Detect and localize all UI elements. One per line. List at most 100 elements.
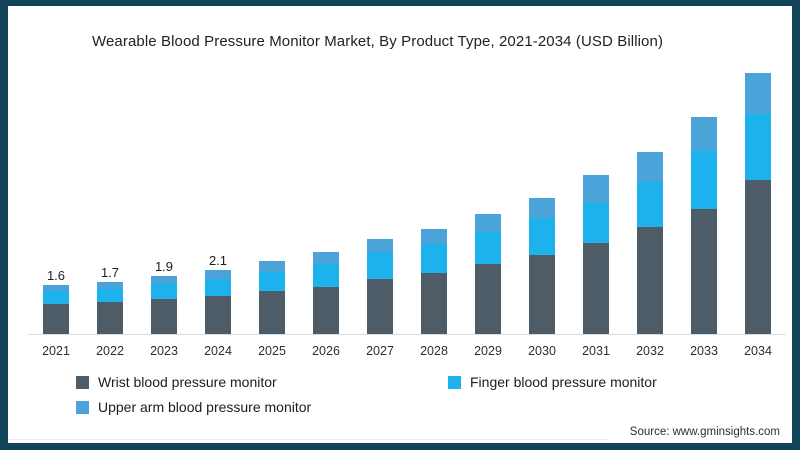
bottom-divider [8, 439, 608, 440]
bar-segment-2027-wrist [367, 279, 393, 334]
bar-stack-2030 [529, 197, 555, 334]
legend-label-wrist: Wrist blood pressure monitor [98, 374, 277, 390]
bar-stack-2034 [745, 73, 771, 334]
bar-stack-2023 [151, 276, 177, 334]
bar-value-label-2022: 1.7 [100, 265, 120, 281]
bar-segment-2024-upper-arm [205, 269, 231, 280]
upper-arm-legend-swatch-icon [76, 400, 89, 414]
x-axis-label-2032: 2032 [636, 344, 664, 358]
chart-title: Wearable Blood Pressure Monitor Market, … [92, 33, 664, 50]
bar-segment-2031-finger [583, 202, 609, 243]
legend-item-finger: Finger blood pressure monitor [448, 374, 657, 390]
x-axis-label-2031: 2031 [582, 344, 610, 358]
bar-segment-2030-finger [529, 218, 555, 255]
bar-segment-2024-wrist [205, 295, 231, 334]
bar-group-2032: 2032 [624, 54, 676, 358]
bar-stack-2031 [583, 175, 609, 334]
x-axis-label-2030: 2030 [528, 344, 556, 358]
bar-segment-2027-finger [367, 251, 393, 280]
bar-segment-2034-upper-arm [745, 73, 771, 115]
bar-group-2028: 2028 [408, 54, 460, 358]
bar-segment-2025-finger [259, 271, 285, 292]
bar-segment-2033-finger [691, 151, 717, 209]
bar-segment-2025-upper-arm [259, 260, 285, 272]
wrist-legend-swatch-icon [76, 375, 89, 389]
legend-label-upper-arm: Upper arm blood pressure monitor [98, 399, 312, 415]
bar-stack-2028 [421, 228, 447, 334]
bar-segment-2029-finger [475, 231, 501, 264]
finger-legend-swatch-icon [448, 375, 461, 389]
bar-segment-2022-finger [97, 288, 123, 302]
x-axis-label-2022: 2022 [96, 344, 124, 358]
bar-stack-2027 [367, 239, 393, 334]
bar-group-2022: 1.7 2022 [84, 54, 136, 358]
bar-segment-2021-finger [43, 291, 69, 304]
bar-segment-2034-wrist [745, 179, 771, 334]
bar-group-2033: 2033 [678, 54, 730, 358]
plot-area: 1.6 2021 1.7 2022 1.9 2023 2.1 2024 2025 2026 2027… [8, 6, 792, 443]
source-text: Source: www.gminsights.com [619, 424, 784, 439]
bar-group-2031: 2031 [570, 54, 622, 358]
bar-segment-2023-upper-arm [151, 276, 177, 285]
bar-segment-2023-wrist [151, 298, 177, 334]
legend-item-upper-arm: Upper arm blood pressure monitor [76, 399, 311, 415]
bar-segment-2021-wrist [43, 303, 69, 334]
bar-segment-2032-finger [637, 181, 663, 228]
x-axis-label-2027: 2027 [366, 344, 394, 358]
bar-segment-2030-upper-arm [529, 197, 555, 219]
x-axis-label-2025: 2025 [258, 344, 286, 358]
bar-segment-2023-finger [151, 284, 177, 299]
bar-segment-2024-finger [205, 279, 231, 296]
bar-stack-2021 [43, 285, 69, 334]
bar-segment-2027-upper-arm [367, 239, 393, 252]
bar-group-2029: 2029 [462, 54, 514, 358]
bar-segment-2026-wrist [313, 286, 339, 334]
bar-group-2030: 2030 [516, 54, 568, 358]
x-axis-label-2026: 2026 [312, 344, 340, 358]
legend-item-wrist: Wrist blood pressure monitor [76, 374, 277, 390]
bar-segment-2022-wrist [97, 301, 123, 334]
bar-stack-2029 [475, 214, 501, 334]
x-axis-label-2021: 2021 [42, 344, 70, 358]
bar-stack-2022 [97, 282, 123, 334]
bar-group-2021: 1.6 2021 [30, 54, 82, 358]
bar-value-label-2021: 1.6 [46, 268, 66, 284]
bar-segment-2032-wrist [637, 227, 663, 334]
bar-stack-2032 [637, 152, 663, 334]
bar-group-2024: 2.1 2024 [192, 54, 244, 358]
x-axis-label-2023: 2023 [150, 344, 178, 358]
bar-value-label-2024: 2.1 [208, 252, 228, 268]
bar-group-2034: 2034 [732, 54, 784, 358]
bar-value-label-2023: 1.9 [154, 259, 174, 275]
bar-segment-2029-wrist [475, 263, 501, 334]
bar-segment-2022-upper-arm [97, 282, 123, 289]
bar-segment-2034-finger [745, 114, 771, 180]
bar-stack-2026 [313, 251, 339, 334]
bar-stack-2025 [259, 260, 285, 334]
bar-segment-2028-finger [421, 244, 447, 273]
bar-segment-2028-wrist [421, 273, 447, 334]
bar-group-2023: 1.9 2023 [138, 54, 190, 358]
legend-label-finger: Finger blood pressure monitor [470, 374, 657, 390]
bar-group-2026: 2026 [300, 54, 352, 358]
x-axis-label-2029: 2029 [474, 344, 502, 358]
bar-stack-2024 [205, 269, 231, 334]
bar-segment-2033-wrist [691, 208, 717, 334]
x-axis-label-2024: 2024 [204, 344, 232, 358]
bar-stack-2033 [691, 117, 717, 334]
bar-group-2025: 2025 [246, 54, 298, 358]
bar-segment-2025-wrist [259, 291, 285, 334]
bar-segment-2029-upper-arm [475, 214, 501, 232]
bar-segment-2033-upper-arm [691, 117, 717, 152]
bar-segment-2026-upper-arm [313, 251, 339, 264]
bar-segment-2031-wrist [583, 242, 609, 334]
bar-segment-2032-upper-arm [637, 152, 663, 182]
bar-segment-2031-upper-arm [583, 175, 609, 203]
x-axis-label-2034: 2034 [744, 344, 772, 358]
bars-container: 1.6 2021 1.7 2022 1.9 2023 2.1 2024 2025 2026 2027… [30, 54, 784, 358]
bar-segment-2026-finger [313, 263, 339, 287]
x-axis-label-2028: 2028 [420, 344, 448, 358]
x-axis-label-2033: 2033 [690, 344, 718, 358]
bar-group-2027: 2027 [354, 54, 406, 358]
